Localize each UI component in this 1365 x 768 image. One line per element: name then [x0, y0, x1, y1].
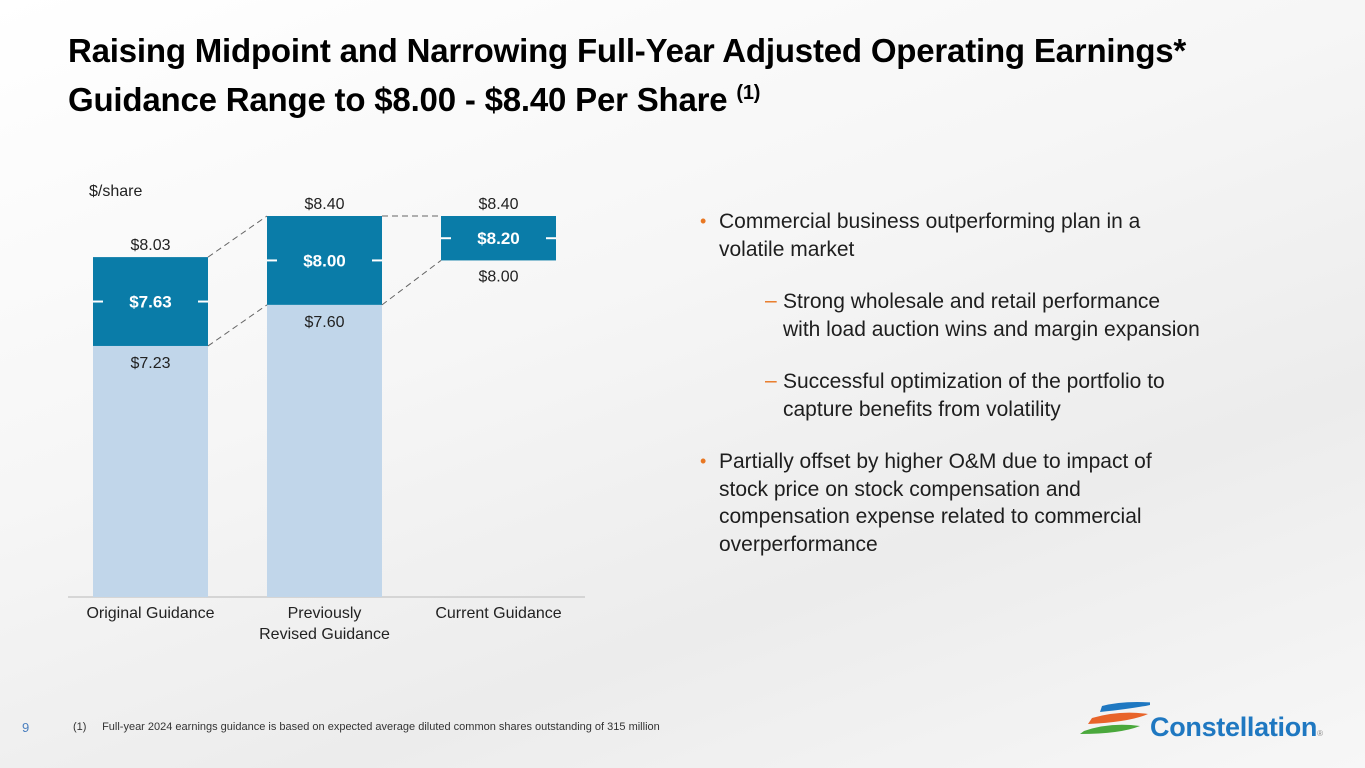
title-footnote-ref: (1) [736, 82, 761, 104]
base-bar [93, 345, 208, 597]
connector-line-low [207, 304, 268, 347]
bullet-text-line: overperformance [719, 532, 878, 556]
category-label: Previously [288, 605, 362, 622]
range-bar [441, 216, 556, 261]
bullet-text-line: Commercial business outperforming plan i… [719, 210, 1141, 233]
bullet-dot-icon: • [700, 451, 707, 471]
low-label: $7.23 [130, 355, 170, 372]
footnote-number: (1) [73, 721, 87, 733]
category-label: Original Guidance [86, 605, 214, 622]
midpoint-label: $7.63 [129, 293, 172, 312]
category-label: Current Guidance [435, 605, 561, 622]
logo-swoosh-icon [1080, 702, 1150, 734]
connector-line-high [207, 215, 268, 258]
title-line-2: Guidance Range to $8.00 - $8.40 Per Shar… [68, 81, 761, 118]
base-bar [267, 304, 382, 597]
high-label: $8.40 [478, 196, 518, 213]
low-label: $7.60 [304, 314, 344, 331]
sub-bullet-item: – Strong wholesale and retail performance… [700, 288, 1260, 343]
y-axis-label: $/share [89, 183, 142, 200]
bullet-dot-icon: • [700, 211, 707, 231]
connector-line-low [381, 260, 442, 306]
bullet-text-line: volatile market [719, 237, 855, 261]
footnote-text: Full-year 2024 earnings guidance is base… [102, 721, 660, 733]
midpoint-label: $8.20 [477, 229, 520, 248]
bullet-dash-icon: – [765, 289, 777, 312]
constellation-logo: Constellation® [1080, 700, 1340, 750]
sub-bullet-item: – Successful optimization of the portfoli… [700, 368, 1260, 423]
high-label: $8.40 [304, 196, 344, 213]
bullet-item: • Partially offset by higher O&M due to i… [700, 448, 1260, 558]
bullet-text-line: with load auction wins and margin expans… [783, 317, 1200, 341]
bullet-text-line: Partially offset by higher O&M due to im… [719, 450, 1152, 473]
high-label: $8.03 [130, 237, 170, 254]
bullet-item: • Commercial business outperforming plan … [700, 208, 1260, 263]
footnote: (1) Full-year 2024 earnings guidance is … [73, 721, 660, 733]
range-bar [267, 216, 382, 305]
title-line-1: Raising Midpoint and Narrowing Full-Year… [68, 32, 1187, 69]
bullet-text-line: compensation expense related to commerci… [719, 505, 1142, 528]
bullet-text-line: Successful optimization of the portfolio… [783, 370, 1165, 393]
range-bar [93, 257, 208, 346]
bullet-list: • Commercial business outperforming plan … [700, 208, 1260, 583]
low-label: $8.00 [478, 268, 518, 285]
slide-title: Raising Midpoint and Narrowing Full-Year… [68, 30, 1308, 121]
bullet-text-line: Strong wholesale and retail performance [783, 290, 1161, 313]
guidance-chart: $/share $7.63 $8.03 $7.23 Original Guidance… [68, 183, 585, 643]
category-label: Revised Guidance [259, 626, 390, 643]
page-number: 9 [22, 720, 30, 735]
bullet-text-line: capture benefits from volatility [783, 397, 1061, 421]
midpoint-label: $8.00 [303, 251, 346, 270]
bullet-text-line: stock price on stock compensation and [719, 477, 1081, 501]
bullet-dash-icon: – [765, 369, 777, 392]
logo-wordmark: Constellation® [1150, 712, 1323, 742]
